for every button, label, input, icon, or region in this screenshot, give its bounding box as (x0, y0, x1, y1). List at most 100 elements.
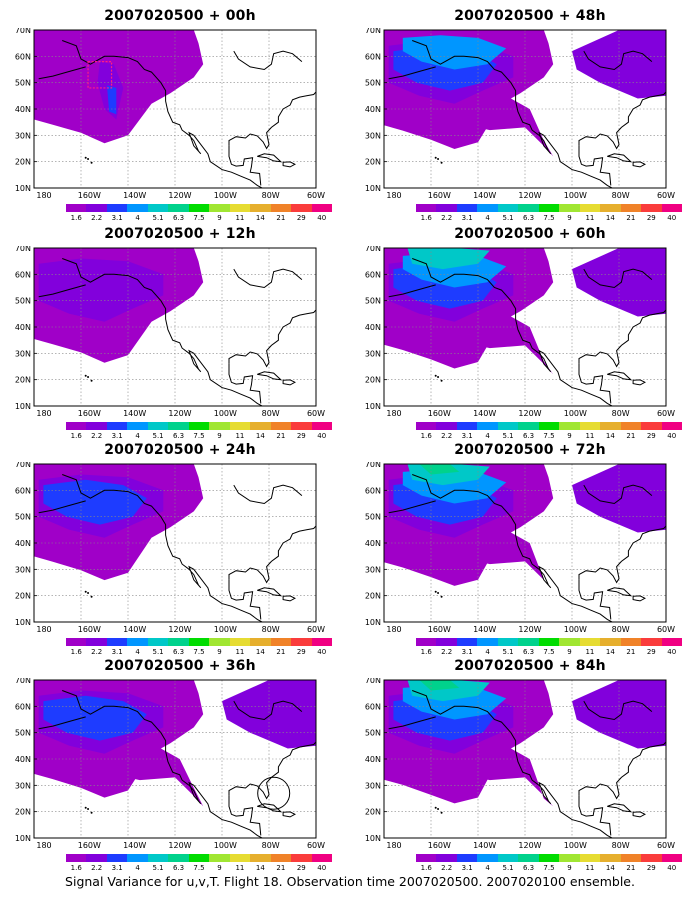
colorbar-swatch (518, 422, 539, 430)
lat-tick-label: 40N (15, 105, 31, 114)
colorbar-label: 5.1 (502, 432, 514, 440)
colorbar-swatch (291, 204, 312, 212)
lon-tick-label: 140W (123, 841, 146, 850)
lat-tick-label: 60N (15, 52, 31, 61)
colorbar-label: 40 (667, 864, 677, 872)
colorbar: 1.6 2.2 3.1 4 5.1 6.3 7.5 9 11 14 21 29 40 (416, 204, 683, 224)
colorbar-label: 29 (646, 432, 656, 440)
map-plot: 70N 60N 50N 40N 30N 20N 10N 180 160W 140W 120W 100W… (365, 462, 675, 634)
coastline (412, 690, 613, 838)
colorbar-label: 21 (626, 864, 636, 872)
panel-title: 2007020500 + 72h (454, 442, 606, 458)
colorbar-label: 7.5 (543, 864, 555, 872)
colorbar-label: 9 (567, 214, 572, 222)
colorbar-label: 7.5 (193, 214, 205, 222)
lat-tick-label: 30N (15, 349, 31, 358)
colorbar-label: 7.5 (193, 432, 205, 440)
colorbar-swatch (86, 422, 107, 430)
colorbar-label: 14 (255, 864, 265, 872)
colorbar-label: 6.3 (522, 432, 535, 440)
colorbar-swatch (188, 204, 210, 212)
lon-tick-label: 60W (307, 191, 325, 200)
colorbar-label: 11 (235, 864, 245, 872)
colorbar-swatch (559, 638, 580, 646)
coastline (578, 525, 666, 584)
lon-tick-label: 60W (657, 625, 675, 634)
lat-tick-label: 10N (15, 184, 31, 193)
lon-tick-label: 60W (307, 625, 325, 634)
colorbar-swatch (291, 854, 312, 862)
colorbar: 1.6 2.2 3.1 4 5.1 6.3 7.5 9 11 14 21 29 40 (66, 638, 333, 658)
coastline (388, 284, 436, 298)
map-panel-36h: 2007020500 + 36h 70N 60N 50N 40N 30N 20N 10N 180… (10, 658, 350, 874)
colorbar-swatch (661, 422, 683, 430)
colorbar-swatch (168, 204, 189, 212)
colorbar-swatch (106, 638, 128, 646)
lon-tick-label: 180 (386, 191, 401, 200)
colorbar-swatch (477, 854, 498, 862)
lon-tick-label: 80W (262, 409, 280, 418)
lat-tick-label: 70N (15, 678, 31, 685)
colorbar-swatch (620, 204, 642, 212)
colorbar-swatch (188, 854, 210, 862)
colorbar-swatch (209, 638, 230, 646)
colorbar-swatch (147, 204, 169, 212)
lon-tick-label: 100W (564, 841, 587, 850)
variance-contour (572, 680, 666, 749)
coastline (578, 741, 666, 800)
colorbar-swatch (270, 422, 292, 430)
colorbar-swatch (209, 854, 230, 862)
colorbar-label: 2.2 (91, 864, 103, 872)
variance-contour (222, 680, 316, 749)
colorbar-swatch (168, 638, 189, 646)
colorbar-label: 29 (296, 648, 306, 656)
colorbar-swatch (600, 854, 621, 862)
colorbar-swatch (209, 422, 230, 430)
lat-tick-label: 40N (365, 539, 381, 548)
colorbar-label: 21 (626, 648, 636, 656)
colorbar-label: 6.3 (522, 864, 535, 872)
colorbar-label: 5.1 (152, 648, 164, 656)
coastline (583, 50, 653, 71)
lat-tick-label: 60N (365, 270, 381, 279)
coastline (228, 525, 316, 584)
lat-tick-label: 20N (365, 376, 381, 385)
colorbar-swatch (641, 422, 662, 430)
lat-tick-label: 30N (365, 565, 381, 574)
coastline (583, 268, 653, 289)
colorbar-label: 1.6 (70, 648, 82, 656)
coastline (233, 268, 303, 289)
lat-tick-label: 70N (365, 28, 381, 35)
panel-title: 2007020500 + 24h (104, 442, 256, 458)
colorbar-swatch (147, 854, 169, 862)
colorbar-swatch (250, 638, 271, 646)
lon-tick-label: 100W (564, 409, 587, 418)
colorbar-label: 9 (567, 432, 572, 440)
map-panel-60h: 2007020500 + 60h 70N 60N 50N 40N 30N 20N 10N 180… (360, 226, 700, 442)
colorbar: 1.6 2.2 3.1 4 5.1 6.3 7.5 9 11 14 21 29 40 (66, 422, 333, 442)
colorbar: 1.6 2.2 3.1 4 5.1 6.3 7.5 9 11 14 21 29 40 (66, 204, 333, 224)
colorbar-swatch (579, 422, 601, 430)
colorbar-swatch (106, 854, 128, 862)
colorbar-swatch (456, 204, 478, 212)
lon-tick-label: 160W (428, 625, 451, 634)
coastline (62, 40, 263, 188)
panel-title: 2007020500 + 84h (454, 658, 606, 674)
colorbar-swatch (86, 638, 107, 646)
colorbar-swatch (497, 638, 519, 646)
lat-tick-label: 10N (365, 834, 381, 843)
coastline (228, 363, 262, 404)
colorbar-swatch (270, 638, 292, 646)
colorbar-swatch (436, 422, 457, 430)
lon-tick-label: 180 (36, 409, 51, 418)
map-panel-00h: 2007020500 + 00h 70N 60N 50N 40N 30N 20N 10N 180… (10, 8, 350, 224)
colorbar-swatch (620, 422, 642, 430)
colorbar-swatch (436, 638, 457, 646)
colorbar-swatch (436, 204, 457, 212)
lat-tick-label: 50N (15, 297, 31, 306)
coastline (228, 579, 262, 620)
lon-tick-label: 120W (518, 409, 541, 418)
colorbar-label: 4 (135, 648, 140, 656)
lon-tick-label: 140W (123, 409, 146, 418)
lat-tick-label: 70N (15, 28, 31, 35)
